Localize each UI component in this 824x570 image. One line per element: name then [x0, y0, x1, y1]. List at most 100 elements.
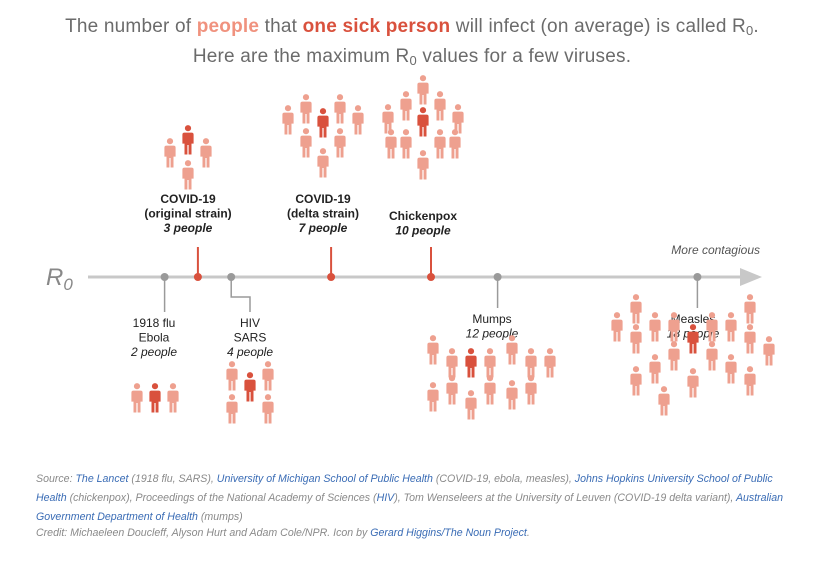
- infected-person-icon: [544, 348, 556, 378]
- infected-person-icon: [167, 383, 179, 413]
- axis-label: R0: [46, 264, 73, 294]
- infected-person-icon: [164, 138, 176, 168]
- infected-person-icon: [417, 150, 429, 180]
- infected-person-icon: [725, 354, 737, 384]
- infected-person-icon: [434, 91, 446, 121]
- source-link-umich[interactable]: University of Michigan School of Public …: [216, 473, 433, 485]
- infected-person-icon: [452, 104, 464, 134]
- virus-name-label: COVID-19: [295, 192, 351, 206]
- marker-dot: [160, 273, 169, 281]
- virus-name-label: (original strain): [144, 207, 231, 221]
- marker-dot: [693, 273, 702, 281]
- sick-person-icon: [182, 125, 194, 155]
- infected-person-icon: [400, 91, 412, 121]
- headline-text: values for a few viruses.: [416, 46, 632, 67]
- infected-person-icon: [706, 341, 718, 371]
- axis-label-subscript: 0: [63, 275, 73, 294]
- virus-name-label: Ebola: [139, 331, 170, 345]
- credit-note: Credit: Michaeleen Doucleff, Alyson Hurt…: [36, 527, 796, 539]
- virus-name-label: Mumps: [472, 312, 511, 326]
- source-prefix: Source:: [36, 473, 76, 485]
- infected-person-icon: [484, 375, 496, 405]
- infected-person-icon: [668, 341, 680, 371]
- infected-person-icon: [300, 94, 312, 124]
- infected-person-icon: [131, 383, 143, 413]
- infection-count-label: 12 people: [466, 327, 519, 341]
- marker-dot: [193, 273, 202, 281]
- infected-person-icon: [446, 348, 458, 378]
- infected-person-icon: [744, 366, 756, 396]
- source-text: (mumps): [197, 511, 243, 523]
- infected-person-icon: [658, 386, 670, 416]
- infected-person-icon: [525, 375, 537, 405]
- virus-name-label: HIV: [240, 316, 260, 330]
- infection-count-label: 2 people: [130, 345, 177, 359]
- infected-person-icon: [484, 348, 496, 378]
- axis-arrowhead: [740, 268, 762, 286]
- infected-person-icon: [226, 394, 238, 424]
- credit-text: Credit: Michaeleen Doucleff, Alyson Hurt…: [36, 527, 371, 539]
- infection-count-label: 10 people: [395, 224, 451, 238]
- virus-name-label: SARS: [234, 331, 267, 345]
- source-text: (COVID-19, ebola, measles),: [432, 473, 575, 485]
- infected-person-icon: [611, 312, 623, 342]
- infected-person-icon: [417, 75, 429, 105]
- virus-name-label: Chickenpox: [389, 209, 457, 223]
- credit-text: .: [526, 527, 530, 539]
- infection-count-label: 7 people: [299, 221, 348, 235]
- infected-person-icon: [382, 104, 394, 134]
- headline-subscript: 0: [409, 53, 417, 68]
- virus-name-label: Measles: [671, 312, 716, 326]
- source-link-lancet[interactable]: The Lancet: [75, 473, 129, 485]
- infected-person-icon: [630, 324, 642, 354]
- infected-person-icon: [525, 348, 537, 378]
- virus-name-label: (delta strain): [287, 207, 359, 221]
- sick-person-icon: [317, 108, 329, 138]
- infected-person-icon: [744, 294, 756, 324]
- marker-connector: [230, 277, 251, 312]
- infected-person-icon: [262, 361, 274, 391]
- source-link-jhu[interactable]: Johns Hopkins University School of Publi…: [36, 473, 773, 504]
- source-link-hiv[interactable]: HIV: [376, 492, 395, 504]
- infected-person-icon: [744, 324, 756, 354]
- infected-person-icon: [200, 138, 212, 168]
- infection-count-label: 4 people: [227, 345, 273, 359]
- headline-text: Here are the maximum R: [192, 46, 410, 67]
- headline-text: The number of: [65, 16, 197, 37]
- infected-person-icon: [262, 394, 274, 424]
- infected-person-icon: [763, 336, 775, 366]
- marker-dot: [327, 273, 336, 281]
- infected-person-icon: [725, 312, 737, 342]
- axis-label-r: R: [46, 264, 63, 291]
- sick-person-icon: [149, 383, 161, 413]
- source-text: ), Tom Wenseleers at the University of L…: [394, 492, 736, 504]
- infected-person-icon: [400, 129, 412, 159]
- headline-text: .: [753, 16, 759, 37]
- infected-person-icon: [427, 335, 439, 365]
- sick-person-icon: [465, 348, 477, 378]
- infection-count-label: 3 people: [164, 221, 213, 235]
- marker-dot: [227, 273, 236, 281]
- virus-name-label: 1918 flu: [133, 316, 176, 330]
- virus-name-label: COVID-19: [160, 192, 216, 206]
- marker-dot: [427, 273, 435, 281]
- credit-link-icon[interactable]: Gerard Higgins/The Noun Project: [370, 527, 527, 539]
- headline-line-2: Here are the maximum R0 values for a few…: [0, 44, 824, 74]
- marker-dot: [493, 273, 502, 281]
- source-text: (chickenpox), Proceedings of the Nationa…: [66, 492, 377, 504]
- infected-person-icon: [630, 294, 642, 324]
- source-link-australia[interactable]: Australian Government Department of Heal…: [36, 492, 784, 523]
- sick-person-icon: [417, 107, 429, 137]
- infected-person-icon: [317, 148, 329, 178]
- virus-marker-group: Measles18 people: [611, 273, 775, 416]
- virus-marker-group: COVID-19(original strain)3 people: [144, 125, 232, 281]
- infected-person-icon: [465, 390, 477, 420]
- infected-person-icon: [352, 105, 364, 135]
- infected-person-icon: [630, 366, 642, 396]
